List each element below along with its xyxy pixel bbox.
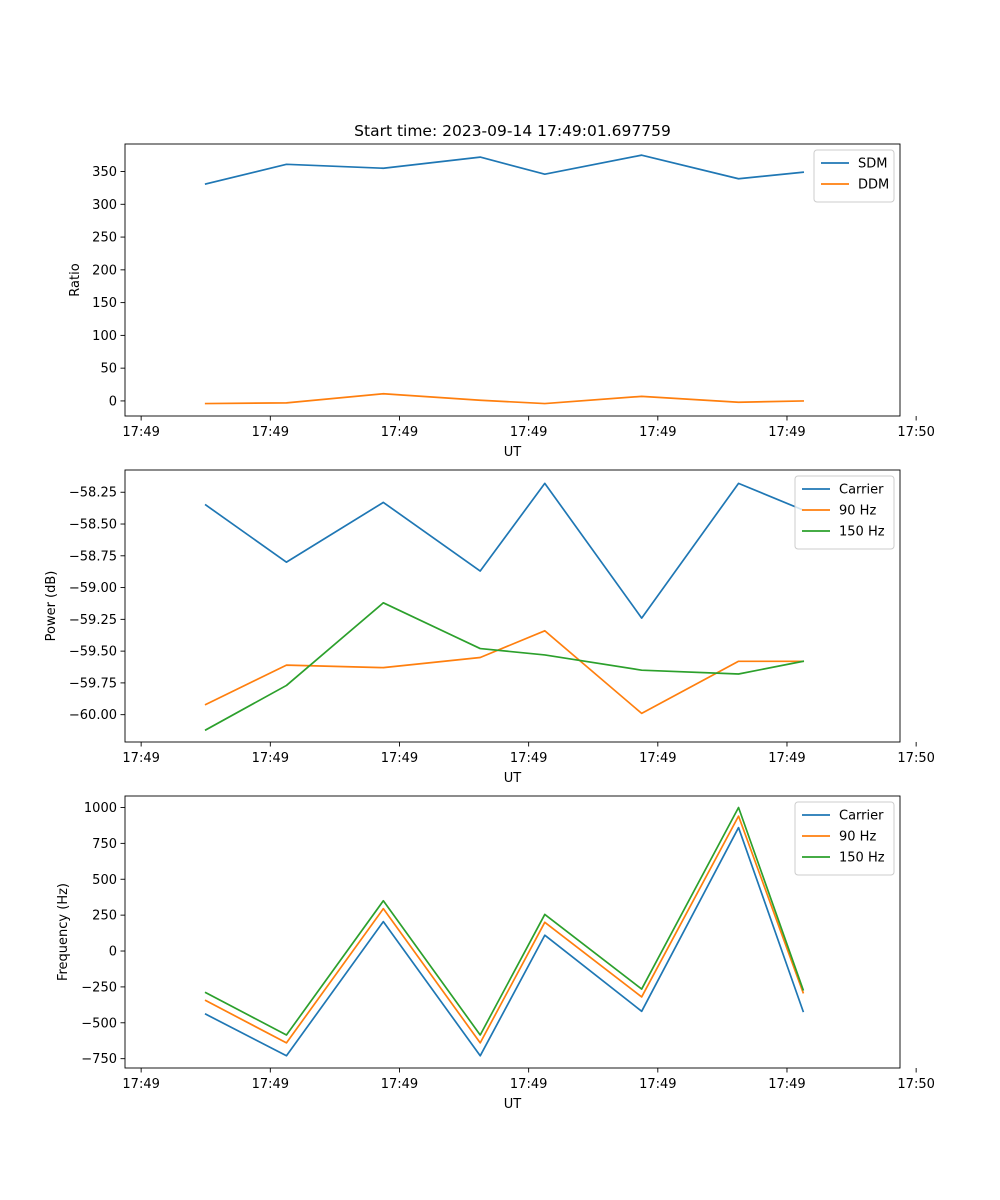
power-x-tick-label: 17:50 — [897, 751, 934, 766]
frequency-y-tick-label: −750 — [81, 1052, 117, 1067]
power-series-carrier-line — [204, 482, 805, 619]
power-y-tick-label: −59.50 — [69, 645, 117, 660]
power-legend-label-150-hz: 150 Hz — [839, 525, 885, 540]
frequency-y-tick-label: −500 — [81, 1016, 117, 1031]
power-y-tick-label: −60.00 — [69, 708, 117, 723]
frequency-panel: 17:49 17:49 17:49 17:49 17:49 17:49 17:50 −750 −… — [56, 795, 935, 1112]
power-x-tick-label: 17:49 — [252, 751, 289, 766]
frequency-x-tick-label: 17:49 — [639, 1077, 676, 1092]
ratio-y-tick-label: 350 — [92, 165, 117, 180]
ratio-x-tick-label: 17:49 — [639, 425, 676, 440]
frequency-legend-label-150-hz: 150 Hz — [839, 851, 885, 866]
ratio-y-tick-label: 300 — [92, 198, 117, 213]
power-x-tick-label: 17:49 — [122, 751, 159, 766]
ratio-x-tick-label: 17:49 — [122, 425, 159, 440]
ratio-y-tick-label: 200 — [92, 263, 117, 278]
ratio-series-ddm-line — [204, 392, 804, 405]
frequency-x-axis-label: UT — [504, 1097, 522, 1112]
power-panel: 17:49 17:49 17:49 17:49 17:49 17:49 17:50 −60.0… — [44, 469, 935, 786]
power-legend-label-90-hz: 90 Hz — [839, 504, 876, 519]
power-y-tick-label: −58.25 — [69, 486, 117, 501]
power-x-tick-label: 17:49 — [381, 751, 418, 766]
frequency-x-tick-label: 17:49 — [252, 1077, 289, 1092]
power-series-90-hz-line — [204, 629, 804, 715]
power-x-tick-label: 17:49 — [639, 751, 676, 766]
frequency-y-axis-label: Frequency (Hz) — [56, 883, 71, 981]
frequency-series-150-hz-line — [204, 806, 805, 1036]
power-series-150-hz-line — [204, 601, 805, 732]
ratio-x-tick-label: 17:49 — [381, 425, 418, 440]
power-y-tick-label: −59.25 — [69, 613, 117, 628]
power-axes-frame — [124, 469, 901, 743]
ratio-legend-label-ddm: DDM — [858, 178, 889, 193]
ratio-y-axis-label: Ratio — [68, 263, 83, 296]
frequency-series-carrier-line — [204, 826, 805, 1057]
power-y-tick-label: −58.75 — [69, 549, 117, 564]
frequency-x-tick-label: 17:49 — [122, 1077, 159, 1092]
frequency-legend-label-90-hz: 90 Hz — [839, 830, 876, 845]
frequency-series-90-hz-line — [204, 815, 805, 1044]
ratio-y-tick-label: 50 — [100, 362, 117, 377]
frequency-y-tick-label: 0 — [109, 945, 117, 960]
frequency-x-tick-label: 17:49 — [381, 1077, 418, 1092]
ratio-y-tick-label: 0 — [109, 394, 117, 409]
ratio-legend-label-sdm: SDM — [858, 157, 887, 172]
power-x-axis-label: UT — [504, 771, 522, 786]
ratio-x-tick-label: 17:50 — [897, 425, 934, 440]
frequency-y-tick-label: 500 — [92, 873, 117, 888]
frequency-legend-label-carrier: Carrier — [839, 809, 884, 824]
frequency-axes-frame — [124, 795, 901, 1069]
ratio-x-tick-label: 17:49 — [768, 425, 805, 440]
ratio-panel: 17:49 17:49 17:49 17:49 17:49 17:49 17:50 0 50 10… — [68, 143, 935, 460]
frequency-x-tick-label: 17:49 — [768, 1077, 805, 1092]
ratio-y-tick-label: 150 — [92, 296, 117, 311]
power-x-tick-label: 17:49 — [510, 751, 547, 766]
ratio-series-sdm-line — [204, 154, 805, 186]
power-y-tick-label: −59.75 — [69, 676, 117, 691]
frequency-y-tick-label: 250 — [92, 909, 117, 924]
figure-title: Start time: 2023-09-14 17:49:01.697759 — [354, 122, 671, 140]
power-y-axis-label: Power (dB) — [44, 571, 59, 642]
frequency-y-tick-label: −250 — [81, 980, 117, 995]
ratio-x-tick-label: 17:49 — [252, 425, 289, 440]
power-legend-label-carrier: Carrier — [839, 483, 884, 498]
ratio-x-tick-label: 17:49 — [510, 425, 547, 440]
power-x-tick-label: 17:49 — [768, 751, 805, 766]
frequency-y-tick-label: 750 — [92, 837, 117, 852]
frequency-x-tick-label: 17:49 — [510, 1077, 547, 1092]
power-y-tick-label: −58.50 — [69, 518, 117, 533]
ratio-x-axis-label: UT — [504, 445, 522, 460]
ratio-axes-frame — [124, 143, 901, 417]
frequency-y-tick-label: 1000 — [84, 801, 117, 816]
ratio-y-tick-label: 250 — [92, 231, 117, 246]
frequency-x-tick-label: 17:50 — [897, 1077, 934, 1092]
power-y-tick-label: −59.00 — [69, 581, 117, 596]
ratio-y-tick-label: 100 — [92, 329, 117, 344]
